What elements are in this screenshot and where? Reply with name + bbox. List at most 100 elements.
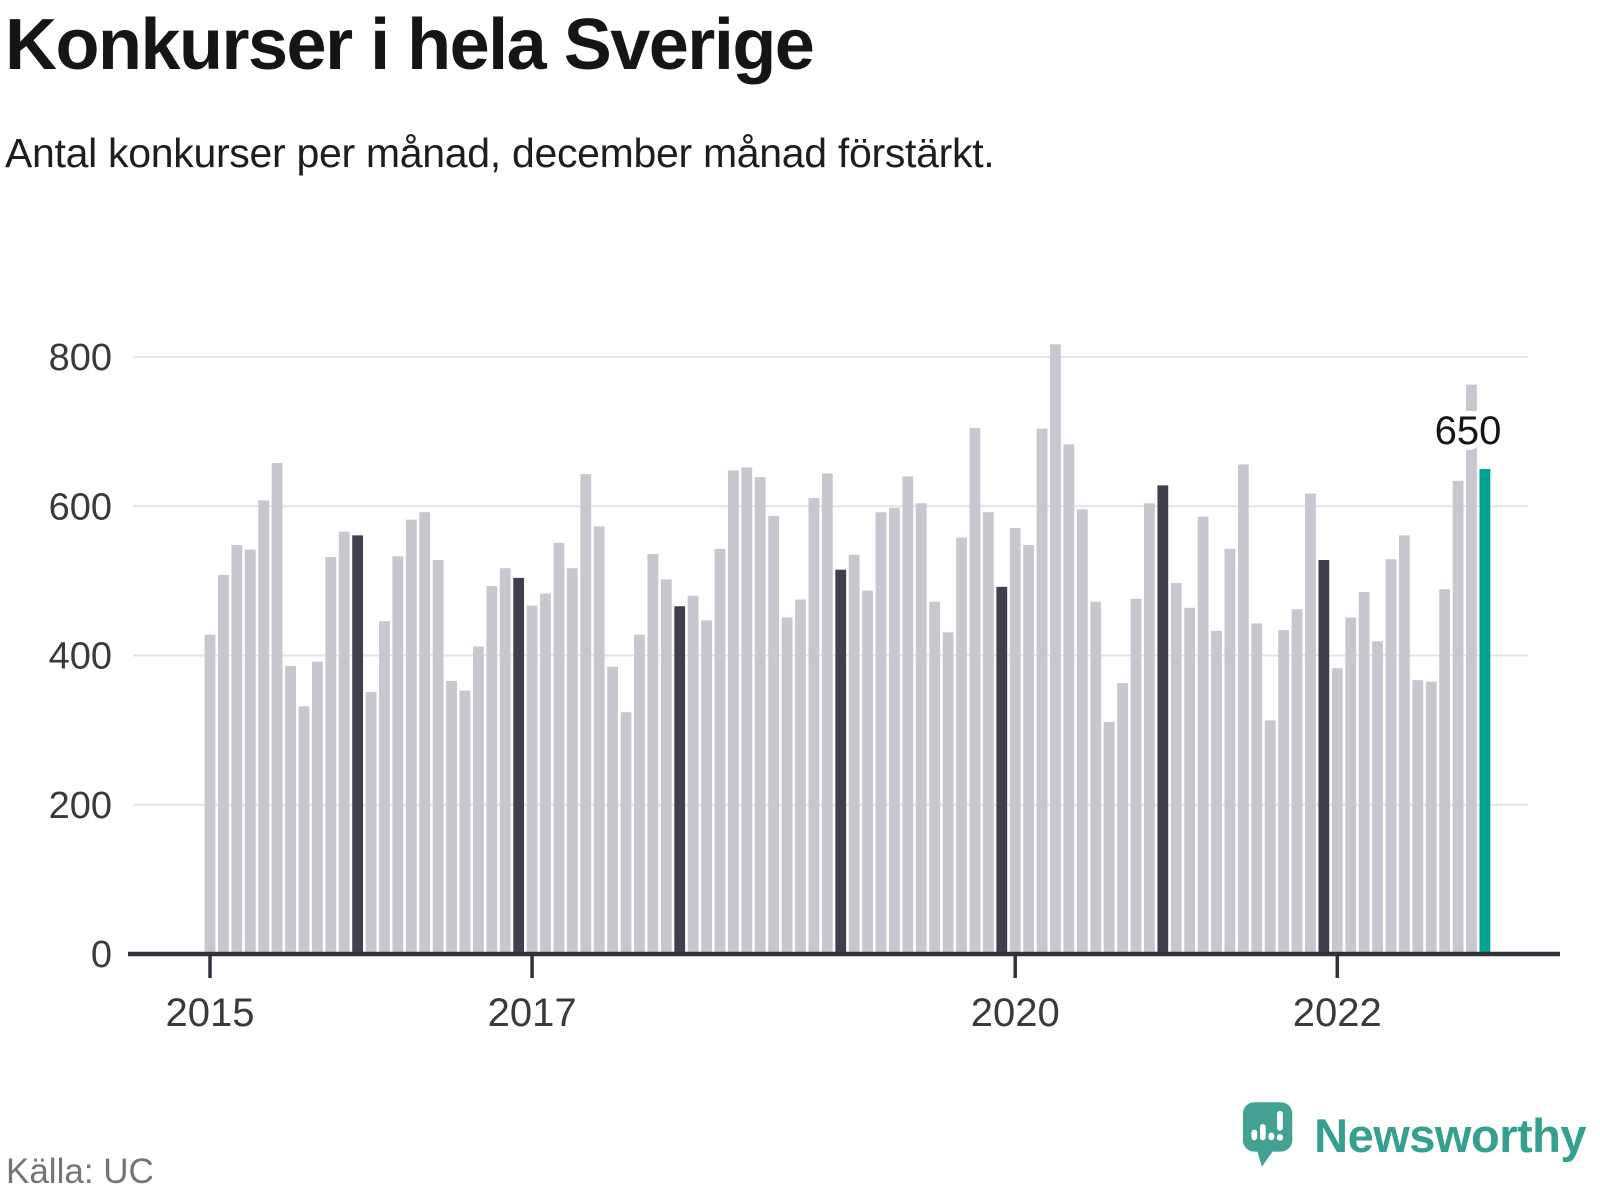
y-tick-label-600: 600 (49, 486, 112, 528)
bar-2018-11 (821, 473, 833, 954)
bar-2017-01 (526, 605, 538, 954)
bar-2018-04 (727, 470, 739, 954)
bar-2017-10 (647, 554, 659, 954)
x-tick-label-2015: 2015 (166, 991, 255, 1035)
bar-2019-05 (902, 476, 914, 954)
bar-2019-10 (969, 427, 981, 954)
bar-2017-03 (553, 542, 565, 954)
bar-2020-06 (1076, 509, 1088, 954)
bars-group (204, 344, 1491, 954)
bar-2016-10 (486, 586, 498, 954)
bar-2015-05 (258, 500, 270, 954)
bar-2019-02 (862, 590, 873, 954)
bar-2022-10 (1452, 480, 1464, 954)
bar-2019-12 (996, 586, 1008, 954)
bar-2020-05 (1063, 444, 1075, 954)
bar-2020-12 (1157, 485, 1169, 954)
page-title: Konkurser i hela Sverige (5, 5, 815, 85)
bar-2020-02 (1023, 545, 1035, 954)
bar-2021-11 (1305, 493, 1316, 954)
bar-2018-05 (741, 467, 753, 954)
bar-2017-11 (660, 579, 672, 954)
bar-2019-08 (942, 632, 954, 954)
bar-2017-09 (634, 634, 645, 954)
bar-2020-03 (1036, 428, 1048, 954)
bar-2015-01 (204, 634, 216, 954)
bar-2019-04 (889, 507, 900, 954)
bar-2016-05 (419, 512, 431, 954)
bar-2018-01 (687, 595, 699, 954)
bar-2016-08 (459, 690, 471, 954)
bar-2021-08 (1264, 720, 1276, 954)
bar-2016-01 (365, 692, 377, 954)
bar-2015-07 (285, 665, 296, 954)
bar-2018-10 (808, 498, 820, 954)
bar-2019-03 (875, 512, 887, 954)
bar-2021-05 (1224, 548, 1236, 954)
bar-2021-01 (1170, 583, 1182, 954)
x-tick-label-2022: 2022 (1293, 991, 1382, 1035)
source-note: Källa: UC (6, 1152, 154, 1191)
bar-2021-07 (1251, 623, 1263, 954)
x-axis-ticks: 2015 2017 2020 2022 (166, 956, 1382, 1035)
bar-2022-07 (1412, 680, 1424, 954)
bar-2019-09 (956, 537, 967, 954)
bar-2015-02 (218, 574, 229, 954)
bar-2016-06 (432, 559, 444, 954)
bar-2015-06 (271, 462, 283, 954)
bar-2022-01 (1331, 668, 1343, 954)
bar-2021-02 (1184, 607, 1196, 954)
bar-2018-09 (795, 599, 806, 954)
bar-2015-04 (244, 549, 256, 954)
bar-2018-06 (754, 477, 766, 954)
brand-name: Newsworthy (1314, 1109, 1586, 1162)
x-tick-label-2017: 2017 (488, 991, 577, 1035)
bar-2016-09 (473, 646, 484, 954)
y-tick-label-400: 400 (49, 636, 112, 678)
bar-2017-04 (566, 568, 578, 954)
bar-2016-02 (379, 621, 390, 954)
bar-2022-12 (1479, 468, 1491, 954)
bar-2018-07 (768, 515, 780, 954)
bar-2015-10 (325, 557, 337, 954)
brand-logo: Newsworthy (1241, 1100, 1586, 1180)
bar-2022-11 (1466, 384, 1477, 954)
bar-2015-11 (338, 531, 350, 954)
bar-2021-06 (1237, 464, 1249, 954)
bar-2022-08 (1425, 681, 1437, 954)
bar-2022-02 (1345, 617, 1357, 954)
bar-2017-05 (580, 474, 592, 954)
bar-2021-10 (1291, 609, 1303, 954)
bar-2015-09 (311, 661, 323, 954)
bar-2016-11 (499, 568, 511, 954)
bar-2020-08 (1103, 721, 1115, 954)
bar-2015-03 (231, 545, 243, 954)
bar-2018-02 (701, 620, 712, 954)
bar-2021-09 (1278, 630, 1289, 954)
y-tick-label-800: 800 (49, 337, 112, 379)
bar-2018-03 (714, 548, 726, 954)
bar-2022-03 (1358, 592, 1370, 954)
bar-2019-01 (848, 554, 860, 954)
bar-2016-04 (405, 519, 417, 954)
bar-2020-07 (1090, 601, 1102, 954)
bar-2017-06 (593, 526, 605, 954)
bar-2015-12 (352, 535, 364, 954)
y-axis-labels: 0 200 400 600 800 (49, 337, 112, 976)
bar-2020-11 (1144, 503, 1155, 954)
bar-chart-speech-bubble-icon (1243, 1102, 1293, 1167)
page-subtitle: Antal konkurser per månad, december måna… (5, 130, 995, 176)
last-value-label: 650 (1435, 409, 1502, 453)
bar-2017-07 (607, 666, 618, 954)
bar-2020-04 (1050, 344, 1061, 954)
bar-2022-06 (1398, 535, 1410, 954)
bar-2021-03 (1197, 516, 1209, 954)
bar-2022-05 (1385, 559, 1397, 954)
bar-2016-12 (513, 577, 525, 954)
bar-2022-09 (1439, 589, 1451, 954)
bar-2017-02 (540, 593, 551, 954)
y-tick-label-200: 200 (49, 785, 112, 827)
x-tick-label-2020: 2020 (971, 991, 1060, 1035)
